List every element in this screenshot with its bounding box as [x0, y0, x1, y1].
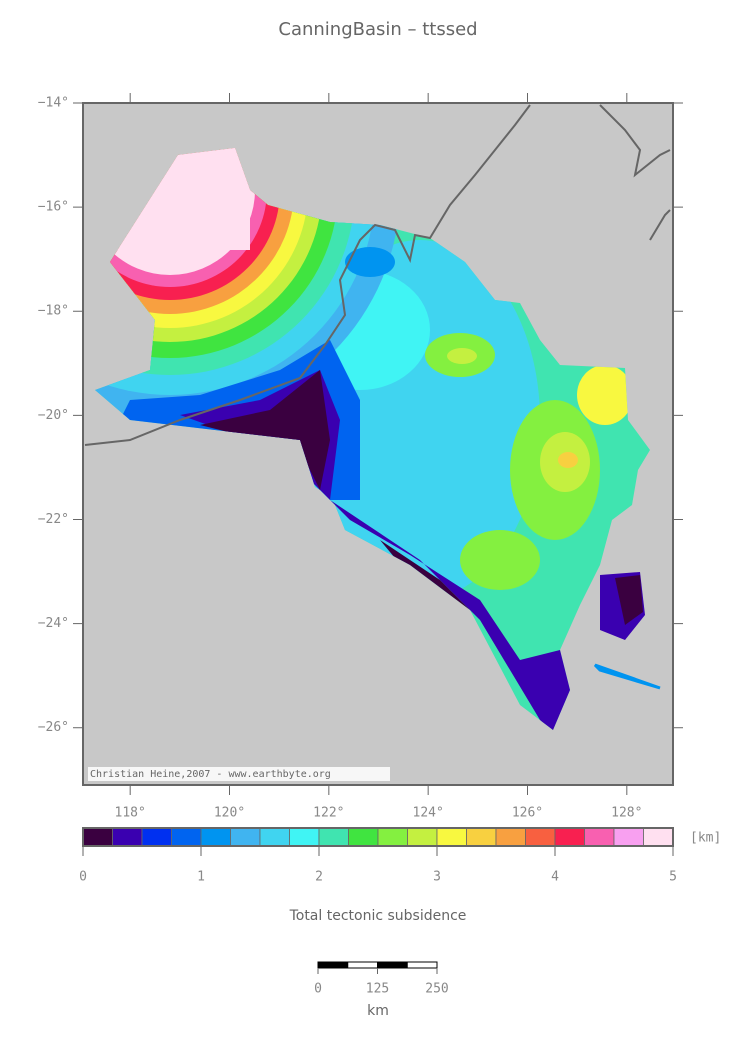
colorbar-swatch: [436, 827, 467, 847]
sub-basin: [615, 575, 643, 625]
credit-box: [88, 767, 390, 781]
y-tick-label: −18°: [38, 304, 69, 319]
colorbar-swatch: [495, 827, 526, 847]
colorbar-swatch: [525, 827, 556, 847]
colorbar-swatch: [141, 827, 172, 847]
coastline: [84, 104, 531, 446]
title: CanningBasin – ttssed: [278, 19, 477, 40]
colorbar-swatch: [112, 827, 143, 847]
colorbar-swatch: [554, 827, 585, 847]
colorbar-swatch: [466, 827, 497, 847]
colorbar-swatch: [230, 827, 261, 847]
coastline: [649, 209, 671, 241]
colorbar-label: Total tectonic subsidence: [289, 908, 467, 924]
colorbar-swatch: [348, 827, 379, 847]
map-frame: [82, 102, 674, 786]
colorbar-swatch: [259, 827, 290, 847]
colorbar-swatch: [377, 827, 408, 847]
scalebar-unit: km: [367, 1003, 389, 1019]
colorbar-swatch: [171, 827, 202, 847]
colorbar-swatch: [289, 827, 320, 847]
scalebar-segment: [347, 961, 378, 969]
y-tick-label: −14°: [38, 96, 69, 111]
scalebar-segment: [317, 961, 349, 969]
colorbar-swatch: [82, 827, 113, 847]
scalebar-tick-label: 0: [314, 982, 322, 997]
colorbar-swatch: [200, 827, 231, 847]
colorbar-tick-label: 3: [433, 870, 441, 885]
y-tick-label: −24°: [38, 616, 69, 631]
y-tick-label: −26°: [38, 720, 69, 735]
scalebar-tick-label: 250: [425, 982, 448, 997]
colorbar-tick-label: 5: [669, 870, 677, 885]
coastline: [599, 104, 671, 178]
colorbar-tick-label: 1: [197, 870, 205, 885]
x-tick-label: 128°: [611, 806, 642, 821]
colorbar-swatch: [643, 827, 674, 847]
colorbar-unit: [km]: [690, 831, 721, 846]
colorbar-tick-label: 2: [315, 870, 323, 885]
y-tick-label: −20°: [38, 408, 69, 423]
y-tick-label: −16°: [38, 200, 69, 215]
x-tick-label: 126°: [512, 806, 543, 821]
x-tick-label: 118°: [115, 806, 146, 821]
scalebar-segment: [406, 961, 438, 969]
colorbar-swatch: [407, 827, 438, 847]
scalebar-segment: [377, 961, 408, 969]
colorbar-swatch: [584, 827, 615, 847]
sub-basin: [593, 663, 661, 690]
colorbar-swatch: [613, 827, 644, 847]
colorbar-swatch: [318, 827, 349, 847]
y-tick-label: −22°: [38, 512, 69, 527]
credit: Christian Heine,2007 - www.earthbyte.org: [90, 769, 331, 780]
scalebar-tick-label: 125: [366, 982, 389, 997]
x-tick-label: 124°: [413, 806, 444, 821]
x-tick-label: 120°: [214, 806, 245, 821]
colorbar-frame: [82, 827, 674, 847]
x-tick-label: 122°: [313, 806, 344, 821]
colorbar-tick-label: 4: [551, 870, 559, 885]
colorbar-tick-label: 0: [79, 870, 87, 885]
